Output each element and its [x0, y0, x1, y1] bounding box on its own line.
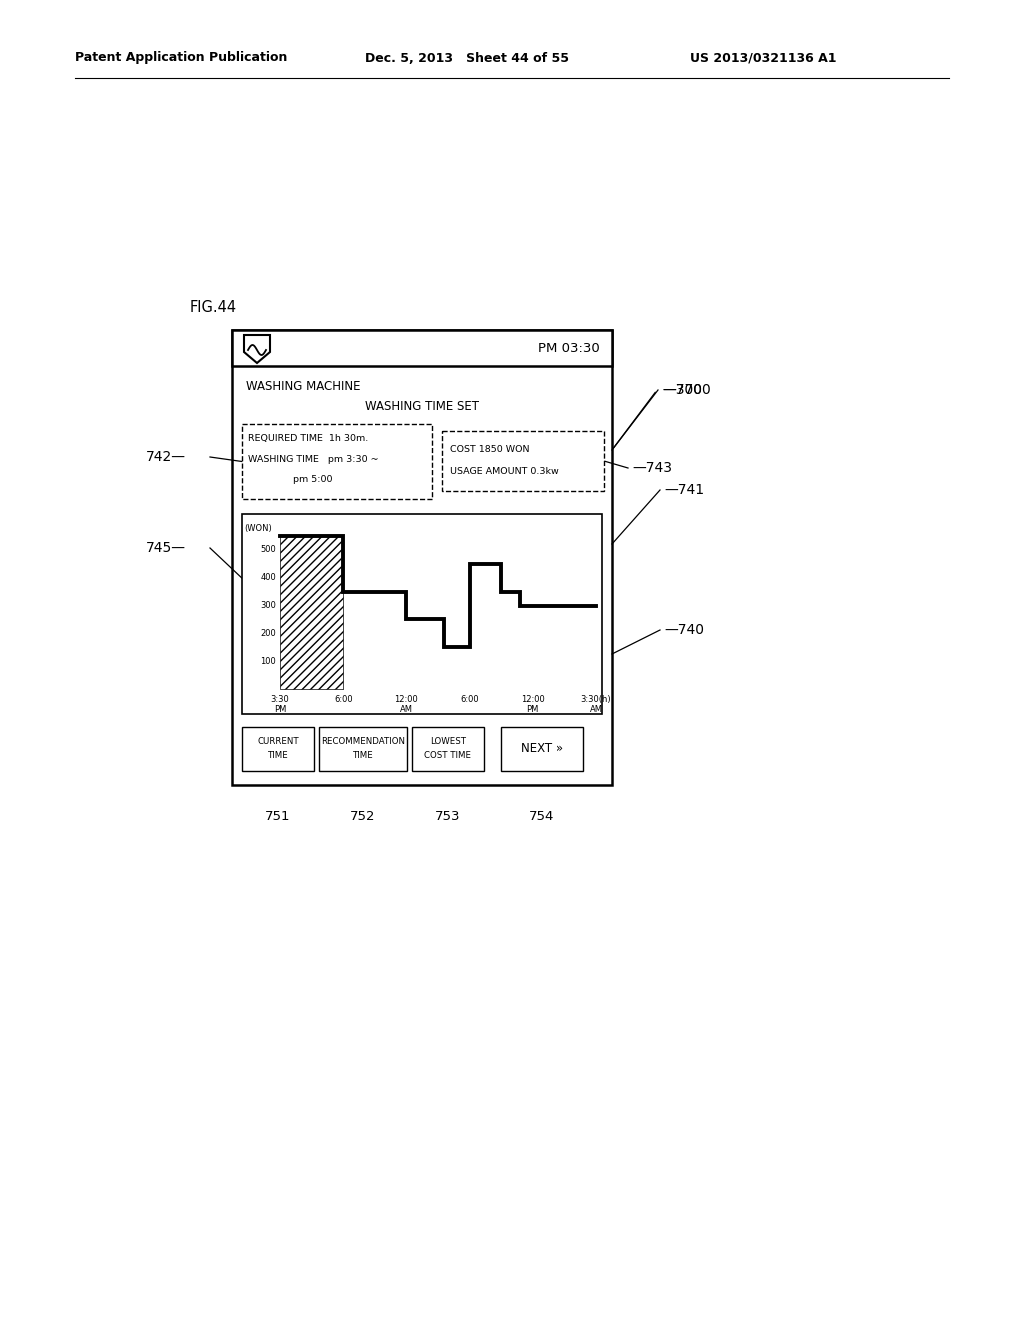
Text: TIME: TIME [267, 751, 289, 760]
Bar [412, 727, 484, 771]
Text: (WON): (WON) [244, 524, 271, 533]
Text: LOWEST: LOWEST [430, 738, 466, 747]
Text: AM: AM [590, 705, 602, 714]
Text: —700: —700 [662, 383, 702, 397]
Bar [319, 727, 407, 771]
Text: FIG.44: FIG.44 [190, 301, 238, 315]
Text: 6:00: 6:00 [334, 696, 352, 704]
Text: —741: —741 [664, 483, 705, 498]
Text: TIME: TIME [352, 751, 374, 760]
Bar [232, 330, 612, 366]
Text: PM: PM [526, 705, 539, 714]
Text: 500: 500 [260, 545, 276, 554]
Text: NEXT »: NEXT » [521, 742, 563, 755]
Bar [232, 330, 612, 785]
Bar [501, 727, 583, 771]
Text: USAGE AMOUNT 0.3kw: USAGE AMOUNT 0.3kw [450, 466, 559, 475]
Text: CURRENT: CURRENT [257, 738, 299, 747]
Bar [242, 513, 602, 714]
Text: —3700: —3700 [662, 383, 711, 397]
Text: COST TIME: COST TIME [425, 751, 471, 760]
Text: 3:30: 3:30 [270, 696, 290, 704]
Text: AM: AM [400, 705, 413, 714]
Text: 300: 300 [260, 601, 276, 610]
Text: 3:30(h): 3:30(h) [581, 696, 611, 704]
Text: PM: PM [273, 705, 286, 714]
Text: PM 03:30: PM 03:30 [539, 342, 600, 355]
Text: RECOMMENDATION: RECOMMENDATION [321, 738, 406, 747]
Text: 751: 751 [265, 810, 291, 824]
Text: 12:00: 12:00 [394, 696, 418, 704]
Text: pm 5:00: pm 5:00 [248, 475, 333, 484]
Text: —740: —740 [664, 623, 705, 638]
Text: 745—: 745— [146, 541, 186, 554]
Text: 742—: 742— [146, 450, 186, 465]
Text: WASHING TIME SET: WASHING TIME SET [365, 400, 479, 412]
Text: 754: 754 [529, 810, 555, 824]
Text: 400: 400 [260, 573, 276, 582]
Text: US 2013/0321136 A1: US 2013/0321136 A1 [690, 51, 837, 65]
Text: 200: 200 [260, 628, 276, 638]
Bar [442, 432, 604, 491]
Text: Patent Application Publication: Patent Application Publication [75, 51, 288, 65]
Text: 753: 753 [435, 810, 461, 824]
Text: COST 1850 WON: COST 1850 WON [450, 445, 529, 454]
Bar [280, 536, 343, 689]
Text: 6:00: 6:00 [460, 696, 479, 704]
Text: WASHING MACHINE: WASHING MACHINE [246, 380, 360, 392]
Text: Dec. 5, 2013   Sheet 44 of 55: Dec. 5, 2013 Sheet 44 of 55 [365, 51, 569, 65]
Bar [242, 727, 314, 771]
Bar [242, 424, 432, 499]
Text: WASHING TIME   pm 3:30 ~: WASHING TIME pm 3:30 ~ [248, 455, 379, 465]
Text: 752: 752 [350, 810, 376, 824]
Text: 100: 100 [260, 656, 276, 665]
Polygon shape [244, 335, 270, 363]
Text: —743: —743 [632, 461, 672, 475]
Text: 12:00: 12:00 [521, 696, 545, 704]
Text: REQUIRED TIME  1h 30m.: REQUIRED TIME 1h 30m. [248, 433, 369, 442]
